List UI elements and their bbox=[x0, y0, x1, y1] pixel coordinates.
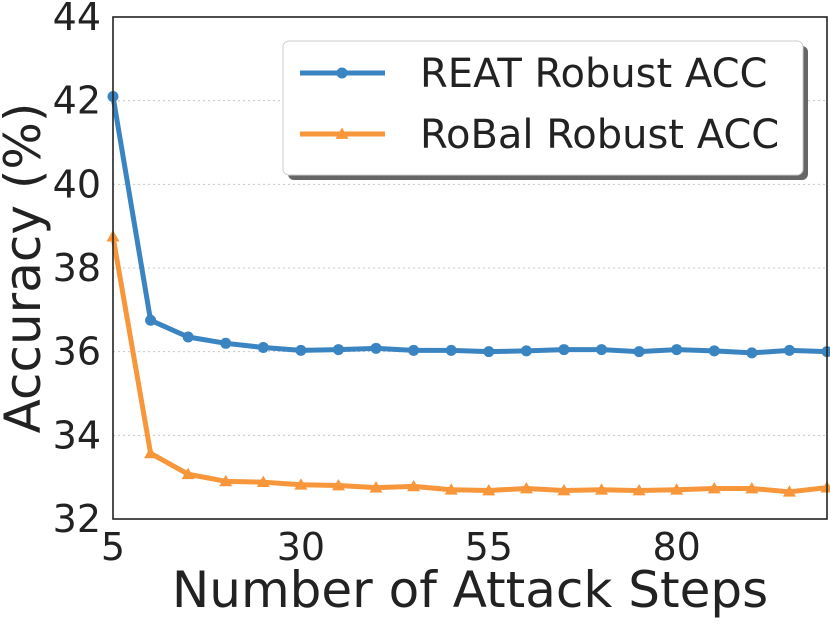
y-tick-label: 32 bbox=[53, 497, 101, 541]
data-point bbox=[707, 481, 721, 494]
data-point bbox=[671, 344, 683, 356]
data-point bbox=[745, 481, 759, 494]
y-tick-label: 44 bbox=[53, 0, 101, 39]
data-point bbox=[256, 475, 270, 488]
data-point bbox=[783, 344, 795, 356]
series-line bbox=[110, 236, 828, 495]
data-point bbox=[181, 467, 195, 480]
data-point bbox=[332, 344, 344, 356]
x-tick-label: 5 bbox=[101, 525, 125, 569]
x-tick-labels: 5 30 55 80 bbox=[101, 525, 701, 569]
y-tick-label: 42 bbox=[53, 79, 101, 123]
data-point bbox=[219, 474, 233, 487]
data-point bbox=[257, 341, 269, 353]
data-point bbox=[782, 485, 796, 497]
data-point bbox=[408, 344, 420, 356]
legend-marker bbox=[336, 67, 348, 79]
data-point bbox=[519, 481, 533, 494]
legend-label: REAT Robust ACC bbox=[420, 51, 767, 97]
data-point bbox=[331, 479, 345, 491]
y-tick-label: 34 bbox=[53, 413, 101, 457]
plot-frame bbox=[112, 16, 828, 520]
data-point bbox=[558, 344, 570, 356]
legend-label: RoBal Robust ACC bbox=[420, 112, 779, 158]
legend-items: REAT Robust ACC RoBal Robust ACC bbox=[300, 51, 779, 158]
y-tick-label: 40 bbox=[53, 162, 101, 206]
x-tick-label: 55 bbox=[465, 525, 513, 569]
y-tick-labels: 32 34 36 38 40 42 44 bbox=[53, 0, 101, 541]
series-line bbox=[110, 96, 828, 356]
data-point bbox=[145, 314, 157, 326]
data-point bbox=[294, 478, 308, 490]
data-point bbox=[746, 347, 758, 359]
legend-marker bbox=[335, 127, 349, 139]
legend-box bbox=[282, 40, 804, 176]
x-axis-title: Number of Attack Steps bbox=[172, 561, 768, 619]
data-point bbox=[445, 344, 457, 356]
data-point bbox=[369, 481, 383, 493]
series-2 bbox=[106, 230, 830, 497]
data-point bbox=[670, 483, 684, 495]
data-point bbox=[444, 483, 458, 495]
y-tick-label: 36 bbox=[53, 330, 101, 374]
legend: REAT Robust ACC RoBal Robust ACC bbox=[282, 40, 808, 180]
data-point bbox=[557, 484, 571, 496]
data-point bbox=[482, 484, 496, 496]
data-point bbox=[520, 345, 532, 357]
x-tick-label: 30 bbox=[277, 525, 325, 569]
data-point bbox=[708, 345, 720, 357]
series-1 bbox=[107, 90, 830, 359]
data-point bbox=[595, 483, 609, 495]
data-point bbox=[596, 344, 608, 356]
y-axis-title: Accuracy (%) bbox=[0, 103, 52, 434]
data-point bbox=[220, 337, 232, 349]
data-point bbox=[295, 344, 307, 356]
data-point bbox=[821, 346, 830, 358]
x-tick-label: 80 bbox=[653, 525, 701, 569]
data-point bbox=[633, 346, 645, 358]
data-point bbox=[144, 446, 158, 459]
data-point bbox=[407, 479, 421, 492]
data-point bbox=[483, 346, 495, 358]
data-point bbox=[182, 331, 194, 343]
data-point bbox=[370, 342, 382, 354]
y-tick-label: 38 bbox=[53, 246, 101, 290]
data-point bbox=[632, 484, 646, 496]
